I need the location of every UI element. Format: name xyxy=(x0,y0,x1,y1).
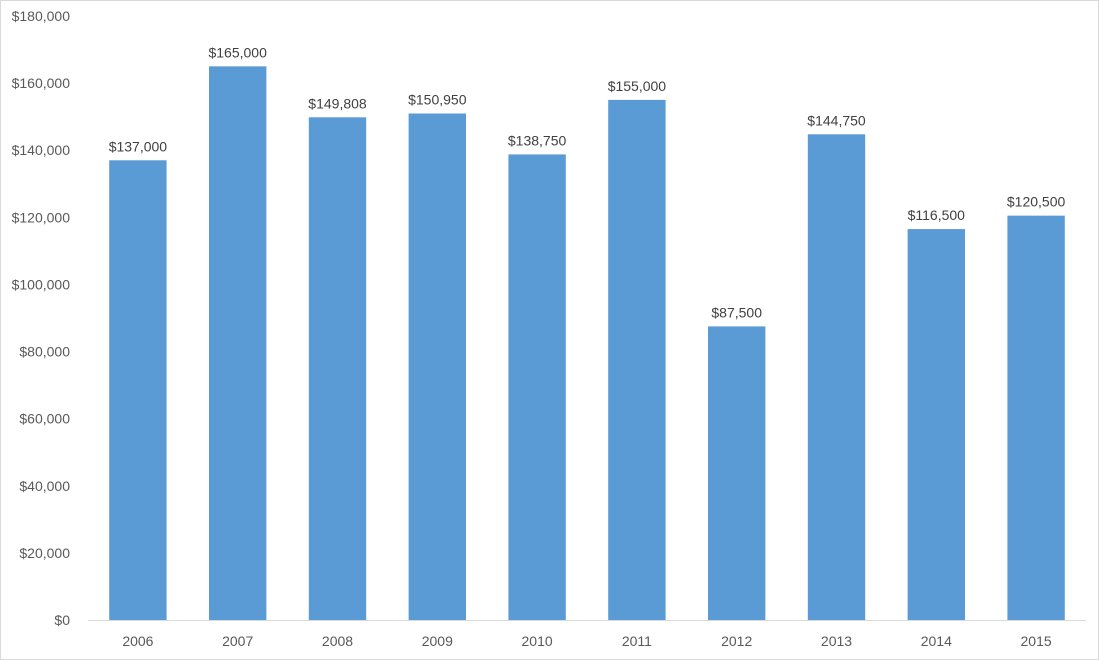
bar-2008 xyxy=(308,117,367,620)
x-tick-label-2011: 2011 xyxy=(622,633,652,649)
x-tick-label-2006: 2006 xyxy=(122,633,153,649)
data-label-2013: $144,750 xyxy=(807,112,866,128)
data-label-2007: $165,000 xyxy=(208,44,267,60)
bar-2010 xyxy=(508,154,566,620)
y-tick-label: $0 xyxy=(54,612,70,628)
x-tick-label-2014: 2014 xyxy=(921,633,952,649)
y-tick-label: $40,000 xyxy=(19,478,70,494)
x-tick-label-2007: 2007 xyxy=(222,633,253,649)
data-label-2006: $137,000 xyxy=(109,138,168,154)
y-tick-label: $180,000 xyxy=(12,8,71,24)
y-tick-label: $160,000 xyxy=(12,75,71,91)
data-label-2012: $87,500 xyxy=(711,304,762,320)
y-tick-label: $100,000 xyxy=(12,276,71,292)
x-tick-label-2008: 2008 xyxy=(322,633,353,649)
x-axis: 2006 2007 2008 2009 2010 2011 2012 2013 2014 2015 xyxy=(122,633,1052,649)
data-label-2015: $120,500 xyxy=(1007,194,1066,210)
x-tick-label-2009: 2009 xyxy=(422,633,453,649)
data-label-2009: $150,950 xyxy=(408,91,467,107)
data-label-2008: $149,808 xyxy=(308,95,367,111)
bar-2015 xyxy=(1007,215,1065,620)
y-tick-label: $20,000 xyxy=(19,545,70,561)
y-tick-label: $80,000 xyxy=(19,344,70,360)
bar-2014 xyxy=(907,229,965,621)
x-tick-label-2015: 2015 xyxy=(1021,633,1052,649)
bars-group xyxy=(109,66,1065,621)
x-tick-label-2012: 2012 xyxy=(721,633,752,649)
bar-2013 xyxy=(807,134,866,621)
bar-2006 xyxy=(109,160,167,621)
x-tick-label-2010: 2010 xyxy=(522,633,553,649)
x-tick-label-2013: 2013 xyxy=(821,633,852,649)
bar-2012 xyxy=(708,326,766,620)
y-axis: $0 $20,000 $40,000 $60,000 $80,000 $100,000 $1… xyxy=(12,8,71,628)
data-label-2010: $138,750 xyxy=(508,132,567,148)
data-label-2014: $116,500 xyxy=(908,207,966,223)
bar-2009 xyxy=(408,113,466,621)
data-label-2011: $155,000 xyxy=(608,78,667,94)
y-tick-label: $120,000 xyxy=(12,209,71,225)
bar-2011 xyxy=(608,99,666,620)
y-tick-label: $140,000 xyxy=(12,142,71,158)
bar-2007 xyxy=(209,66,267,621)
y-tick-label: $60,000 xyxy=(19,411,70,427)
data-labels-group: $137,000 $165,000 $149,808 $150,950 $138,750… xyxy=(109,44,1066,320)
